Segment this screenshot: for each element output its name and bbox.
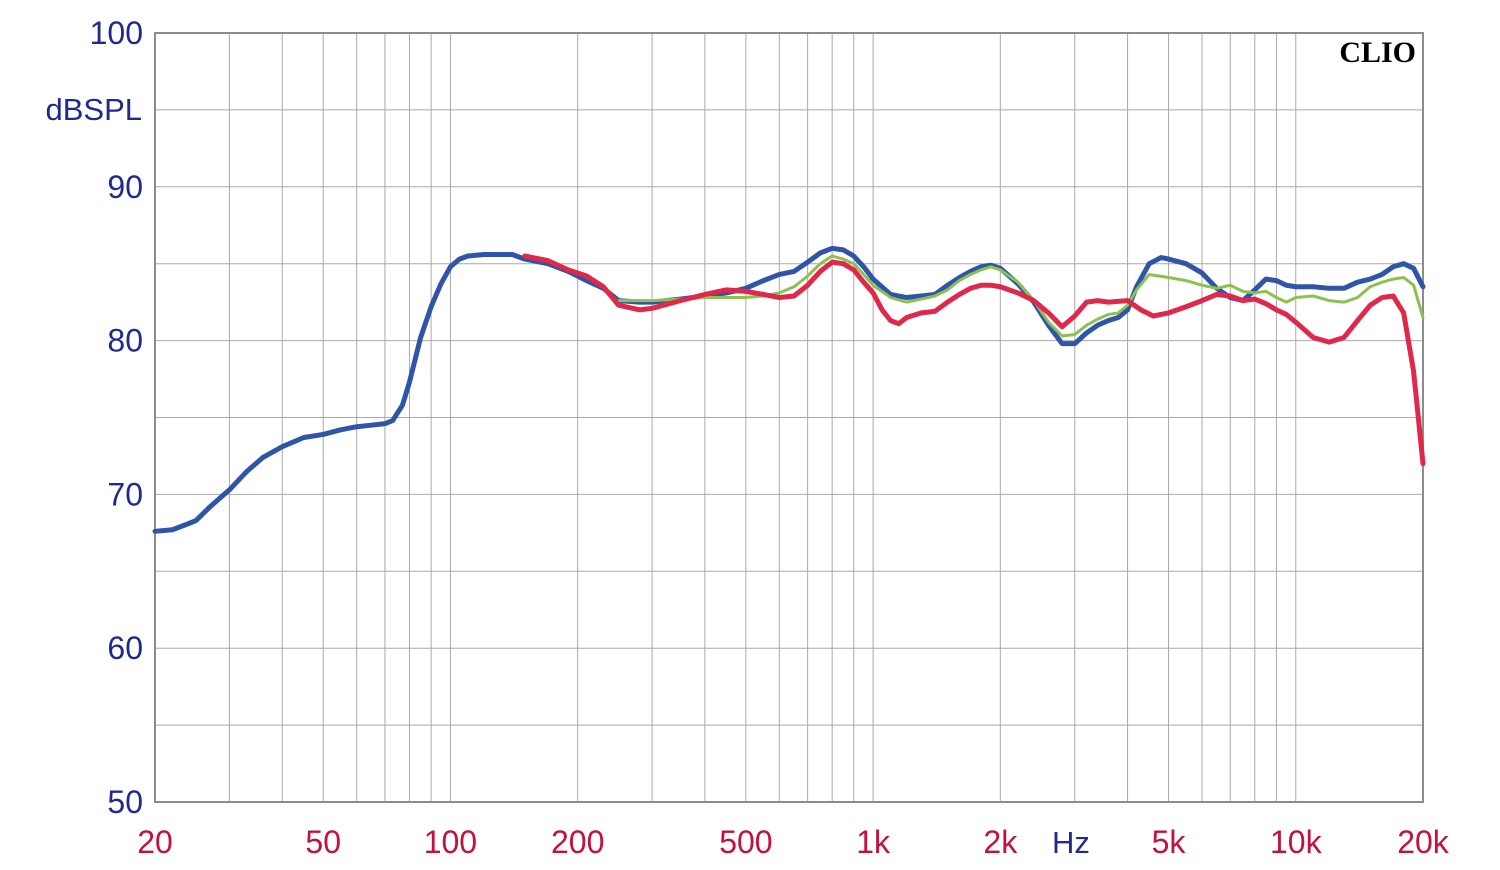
y-tick-labels: 50 60 70 80 90 100 (90, 15, 143, 820)
y-tick-label: 100 (90, 15, 143, 51)
series-line-3 (522, 253, 1426, 467)
series-line-2 (617, 254, 1425, 338)
x-axis-unit-label: Hz (1052, 825, 1090, 860)
plot-frame (154, 32, 1424, 803)
x-tick-labels: 20 50 100 200 500 1k 2k 5k 10k 20k (137, 824, 1450, 860)
y-tick-label: 60 (107, 630, 143, 666)
y-tick-label: 50 (107, 784, 143, 820)
x-tick-label: 200 (551, 824, 604, 860)
y-tick-label: 80 (107, 323, 143, 359)
x-tick-label: 2k (983, 824, 1018, 860)
y-tick-label: 70 (107, 476, 143, 512)
x-tick-label: 50 (305, 824, 341, 860)
x-tick-label: 20 (137, 824, 173, 860)
x-tick-label: 20k (1397, 824, 1450, 860)
x-tick-label: 100 (424, 824, 477, 860)
x-tick-label: 10k (1270, 824, 1323, 860)
series-layer (152, 245, 1426, 534)
x-tick-label: 500 (719, 824, 772, 860)
grid-lines (155, 33, 1423, 802)
y-axis-unit-label: dBSPL (45, 92, 142, 127)
x-tick-label: 1k (856, 824, 891, 860)
x-tick-label: 5k (1152, 824, 1187, 860)
clio-watermark: CLIO (1339, 36, 1416, 69)
y-tick-label: 90 (107, 169, 143, 205)
